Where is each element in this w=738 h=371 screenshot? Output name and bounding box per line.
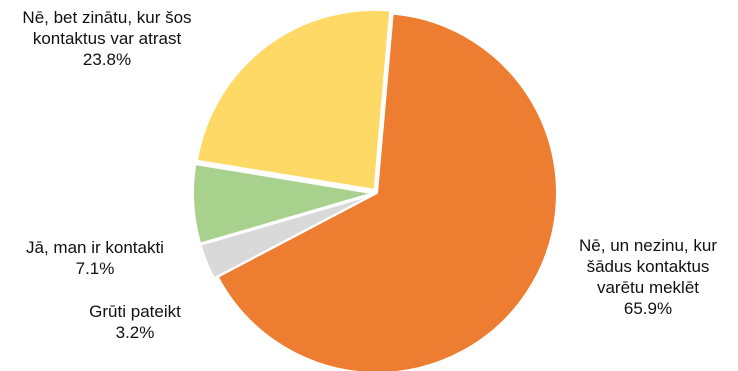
- slice-label-ne-zinatu: Nē, bet zinātu, kur šos kontaktus var at…: [0, 7, 214, 70]
- slice-value-ne-nezinu: 65.9%: [623, 299, 673, 318]
- slice-label-ne-zinatu-line-1: Nē, bet zinātu, kur šos: [22, 8, 192, 27]
- slice-value-ne-zinatu: 23.8%: [82, 50, 132, 69]
- slice-label-ne-nezinu-line-2: šādus kontaktus: [586, 257, 710, 276]
- slice-label-ja-kontakti: Jā, man ir kontakti 7.1%: [0, 237, 190, 279]
- slice-ja-kontakti: [192, 163, 375, 245]
- slice-gruti-pateikt: [199, 193, 375, 280]
- slice-ne-nezinu: [216, 12, 558, 371]
- slice-value-ja-kontakti: 7.1%: [75, 259, 115, 278]
- slice-value-gruti-pateikt: 3.2%: [115, 323, 155, 342]
- slice-label-gruti-pateikt: Grūti pateikt 3.2%: [60, 301, 210, 343]
- slice-label-ne-zinatu-line-2: kontaktus var atrast: [32, 29, 182, 48]
- slice-label-ja-kontakti-line-1: Jā, man ir kontakti: [26, 238, 164, 257]
- slice-label-gruti-pateikt-line-1: Grūti pateikt: [89, 302, 181, 321]
- slice-ne-zinatu: [195, 8, 392, 191]
- slice-label-ne-nezinu-line-1: Nē, un nezinu, kur: [579, 236, 717, 255]
- pie-slices: [192, 8, 558, 371]
- slice-label-ne-nezinu: Nē, un nezinu, kur šādus kontaktus varēt…: [548, 235, 738, 319]
- slice-label-ne-nezinu-line-3: varētu meklēt: [596, 278, 700, 297]
